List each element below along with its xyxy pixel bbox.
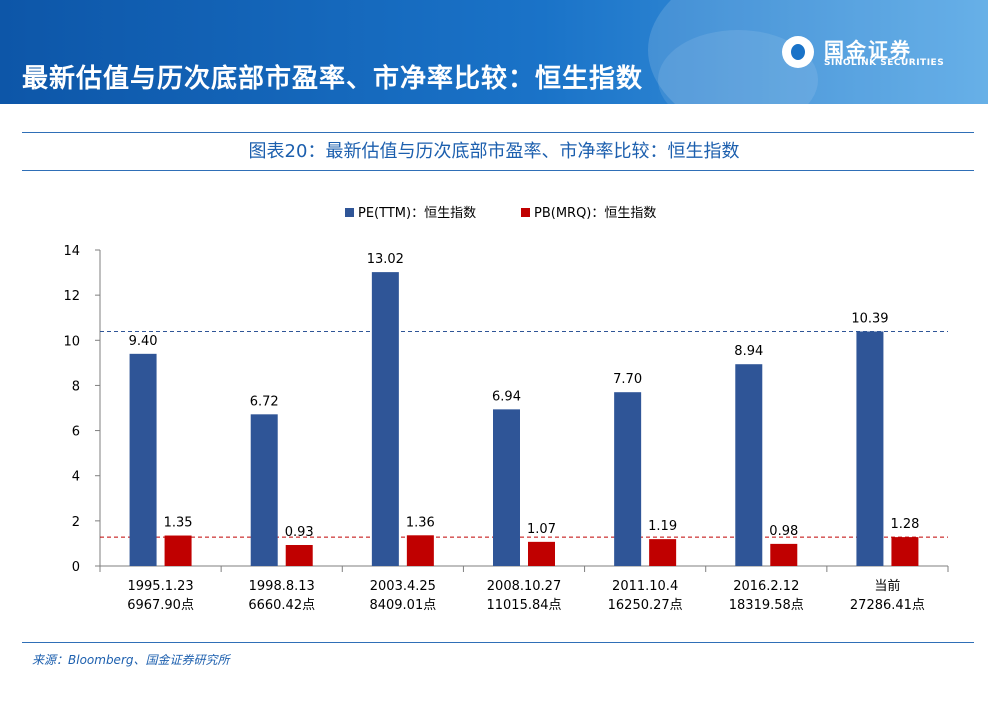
pb-bar-2 bbox=[406, 535, 434, 566]
pe-bar-5 bbox=[735, 364, 763, 566]
pe-value-label-2: 13.02 bbox=[367, 252, 404, 267]
pb-value-label-3: 1.07 bbox=[527, 522, 556, 537]
banner-decoration bbox=[648, 0, 988, 104]
pb-bar-6 bbox=[891, 537, 919, 566]
x-tick-label-date-2: 2003.4.25 bbox=[370, 579, 436, 594]
logo-icon bbox=[782, 36, 814, 68]
y-tick-label: 14 bbox=[63, 244, 80, 259]
x-tick-label-date-4: 2011.10.4 bbox=[612, 579, 678, 594]
pe-value-label-3: 6.94 bbox=[492, 389, 521, 404]
pb-value-label-2: 1.36 bbox=[406, 515, 435, 530]
x-tick-label-index-4: 16250.27点 bbox=[608, 598, 683, 613]
legend-swatch-0 bbox=[345, 208, 354, 217]
pe-value-label-1: 6.72 bbox=[250, 394, 279, 409]
pb-value-label-5: 0.98 bbox=[769, 524, 798, 539]
figure-title-bottom-rule bbox=[22, 170, 974, 171]
x-tick-label-date-1: 1998.8.13 bbox=[249, 579, 315, 594]
company-logo: 国金证券 SINOLINK SECURITIES bbox=[782, 36, 952, 76]
pb-value-label-6: 1.28 bbox=[890, 517, 919, 532]
pe-bar-1 bbox=[250, 414, 278, 566]
x-tick-label-date-6: 当前 bbox=[874, 578, 900, 594]
y-tick-label: 2 bbox=[72, 515, 80, 530]
y-tick-label: 4 bbox=[72, 470, 80, 485]
y-tick-label: 6 bbox=[72, 425, 80, 440]
figure-title-top-rule bbox=[22, 132, 974, 133]
logo-text-cn: 国金证券 bbox=[824, 38, 912, 62]
x-tick-label-index-2: 8409.01点 bbox=[369, 598, 436, 613]
pe-value-label-6: 10.39 bbox=[851, 311, 888, 326]
y-tick-label: 8 bbox=[72, 379, 80, 394]
y-tick-label: 12 bbox=[63, 289, 80, 304]
y-tick-label: 0 bbox=[72, 560, 80, 575]
pb-value-label-4: 1.19 bbox=[648, 519, 677, 534]
pe-bar-6 bbox=[856, 331, 884, 566]
legend-swatch-1 bbox=[521, 208, 530, 217]
pb-value-label-0: 1.35 bbox=[164, 516, 193, 531]
x-tick-label-index-0: 6967.90点 bbox=[127, 598, 194, 613]
x-tick-label-index-3: 11015.84点 bbox=[486, 598, 561, 613]
pb-bar-3 bbox=[528, 541, 555, 566]
x-tick-label-date-5: 2016.2.12 bbox=[733, 579, 799, 594]
y-tick-label: 10 bbox=[63, 334, 80, 349]
source-top-rule bbox=[22, 642, 974, 643]
pb-bar-0 bbox=[164, 535, 192, 566]
page-title: 最新估值与历次底部市盈率、市净率比较：恒生指数 bbox=[22, 64, 644, 94]
pb-value-label-1: 0.93 bbox=[285, 525, 314, 540]
source-note: 来源：Bloomberg、国金证券研究所 bbox=[32, 653, 230, 667]
x-tick-label-index-6: 27286.41点 bbox=[850, 598, 925, 613]
figure-title: 图表20：最新估值与历次底部市盈率、市净率比较：恒生指数 bbox=[248, 141, 740, 162]
pe-value-label-4: 7.70 bbox=[613, 372, 642, 387]
pe-bar-0 bbox=[129, 353, 157, 566]
pb-bar-4 bbox=[649, 539, 677, 566]
header-banner: 最新估值与历次底部市盈率、市净率比较：恒生指数 国金证券 SINOLINK SE… bbox=[0, 0, 988, 104]
x-tick-label-index-1: 6660.42点 bbox=[248, 598, 315, 613]
x-tick-label-date-3: 2008.10.27 bbox=[487, 579, 561, 594]
legend-label-1: PB(MRQ)：恒生指数 bbox=[534, 206, 656, 221]
x-tick-label-index-5: 18319.58点 bbox=[729, 598, 804, 613]
pb-bar-5 bbox=[770, 543, 798, 566]
pe-value-label-0: 9.40 bbox=[129, 334, 158, 349]
pe-value-label-5: 8.94 bbox=[734, 344, 763, 359]
legend-label-0: PE(TTM)：恒生指数 bbox=[358, 206, 476, 221]
pe-bar-2 bbox=[371, 272, 399, 566]
logo-text-en: SINOLINK SECURITIES bbox=[824, 58, 945, 68]
x-tick-label-date-0: 1995.1.23 bbox=[127, 579, 193, 594]
pe-bar-4 bbox=[614, 392, 642, 566]
pe-bar-3 bbox=[493, 409, 520, 566]
pb-bar-1 bbox=[285, 545, 313, 566]
